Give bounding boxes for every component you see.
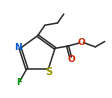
Text: S: S — [45, 67, 52, 77]
Text: O: O — [77, 38, 84, 47]
Text: F: F — [16, 78, 22, 87]
Text: O: O — [66, 55, 74, 64]
Text: N: N — [14, 43, 21, 52]
